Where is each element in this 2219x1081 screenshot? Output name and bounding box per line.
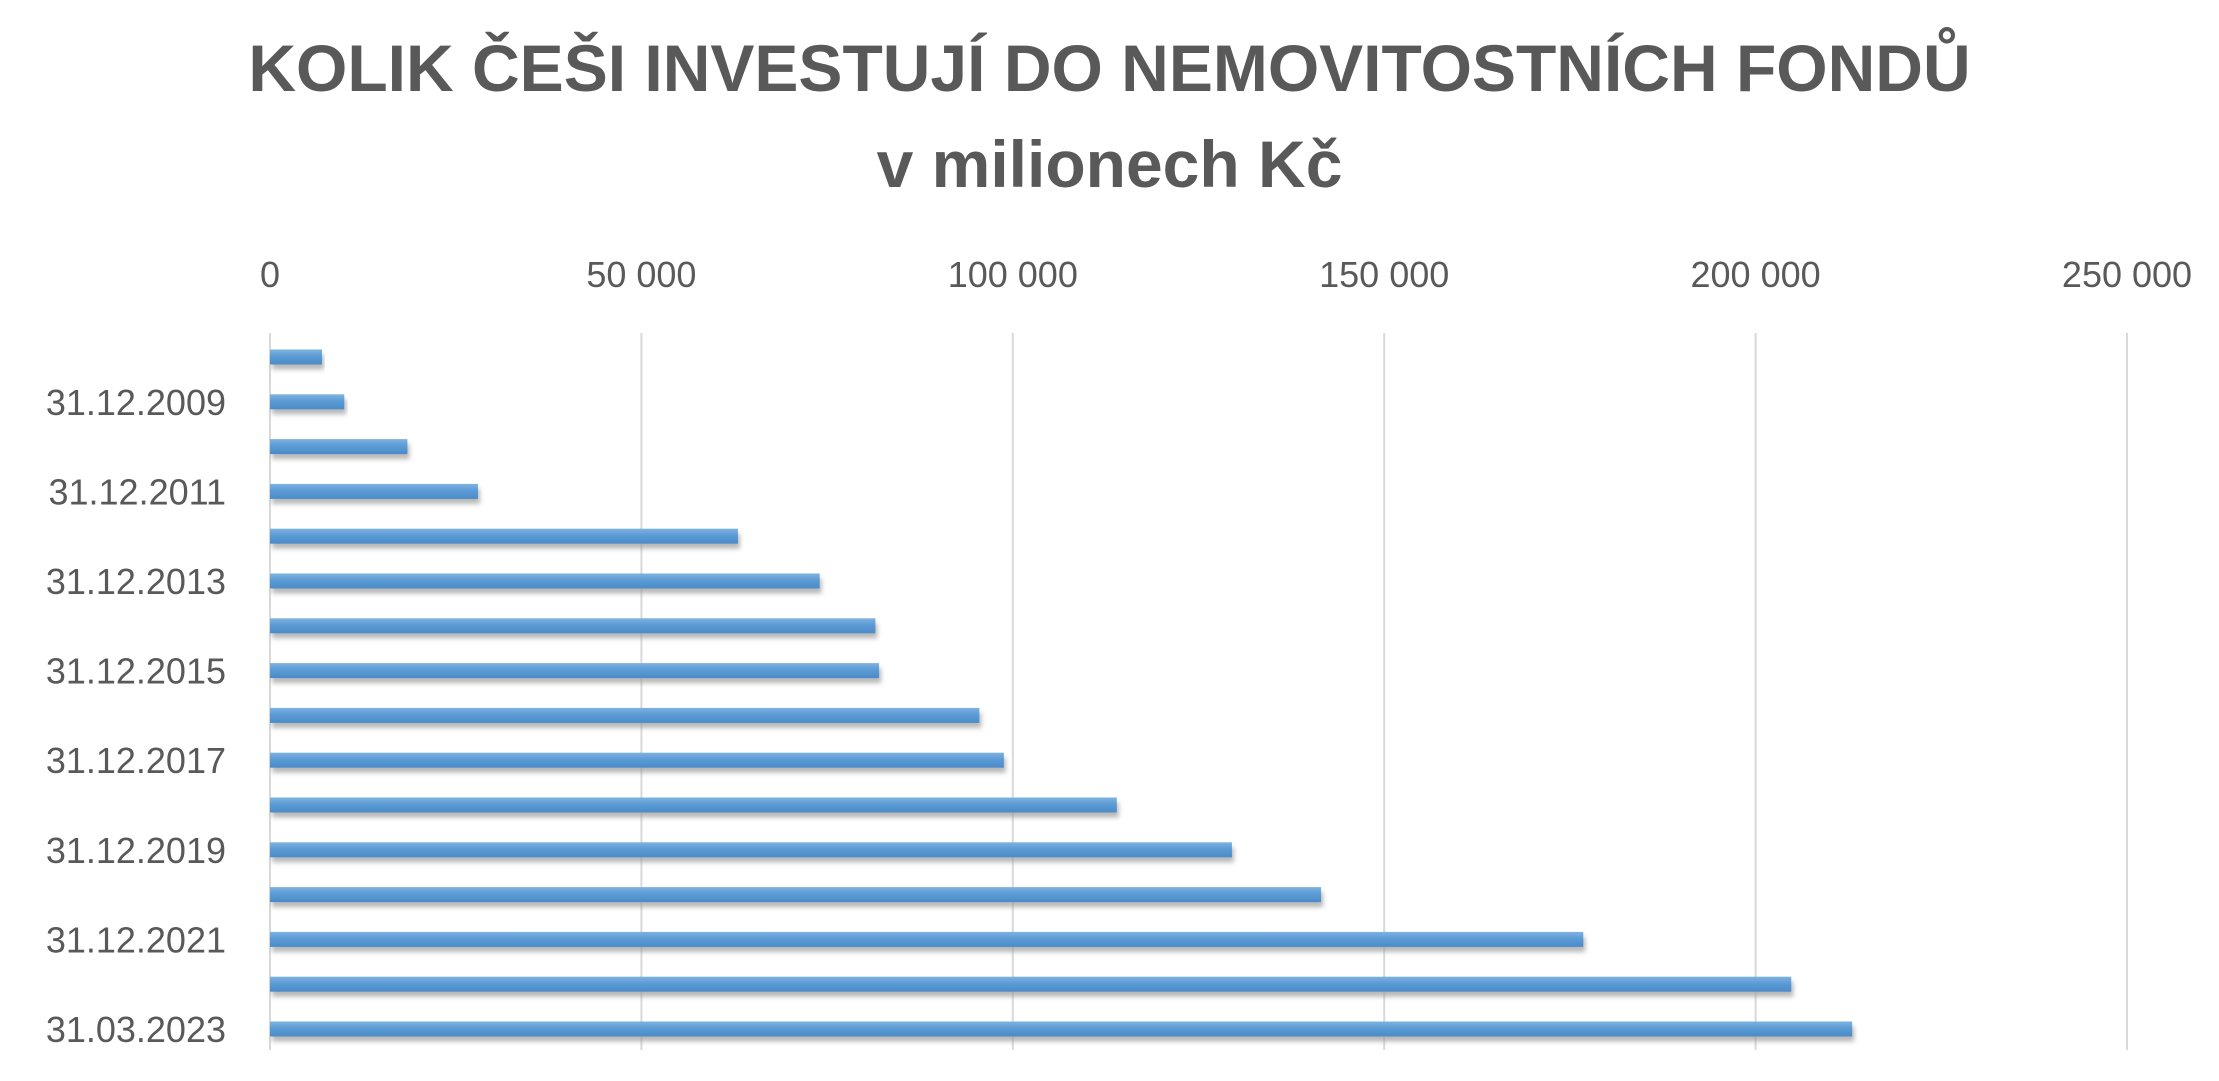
chart-title: KOLIK ČEŠI INVESTUJÍ DO NEMOVITOSTNÍCH F… (248, 31, 1971, 105)
bar (270, 931, 1584, 947)
bar (270, 842, 1232, 858)
x-tick-label: 250 000 (2062, 254, 2192, 295)
bar (270, 663, 880, 679)
bar (270, 618, 876, 634)
x-tick-label: 50 000 (586, 254, 696, 295)
x-tick-label: 0 (260, 254, 280, 295)
bar (270, 887, 1322, 903)
chart-subtitle: v milionech Kč (876, 127, 1343, 201)
bar (270, 707, 980, 723)
y-tick-label: 31.12.2021 (46, 919, 226, 960)
bar (270, 1021, 1853, 1037)
bar (270, 394, 345, 410)
bar (270, 439, 408, 455)
y-tick-label: 31.12.2019 (46, 830, 226, 871)
bar (270, 976, 1792, 992)
x-tick-label: 100 000 (948, 254, 1078, 295)
x-axis-ticks: 0 50 000 100 000 150 000 200 000 250 000 (260, 254, 2192, 295)
y-tick-label: 31.12.2017 (46, 740, 226, 781)
bar (270, 752, 1004, 768)
y-tick-label: 31.12.2013 (46, 561, 226, 602)
x-tick-label: 200 000 (1691, 254, 1821, 295)
y-tick-label: 31.03.2023 (46, 1009, 226, 1050)
bars (270, 349, 1853, 1037)
bar (270, 483, 478, 499)
bar (270, 528, 738, 544)
y-tick-label: 31.12.2011 (48, 471, 226, 512)
y-axis-labels: 31.12.2009 31.12.2011 31.12.2013 31.12.2015… (46, 382, 226, 1050)
y-tick-label: 31.12.2009 (46, 382, 226, 423)
y-tick-label: 31.12.2015 (46, 651, 226, 692)
x-tick-label: 150 000 (1319, 254, 1449, 295)
bar (270, 349, 322, 365)
bar (270, 573, 820, 589)
bar (270, 797, 1117, 813)
